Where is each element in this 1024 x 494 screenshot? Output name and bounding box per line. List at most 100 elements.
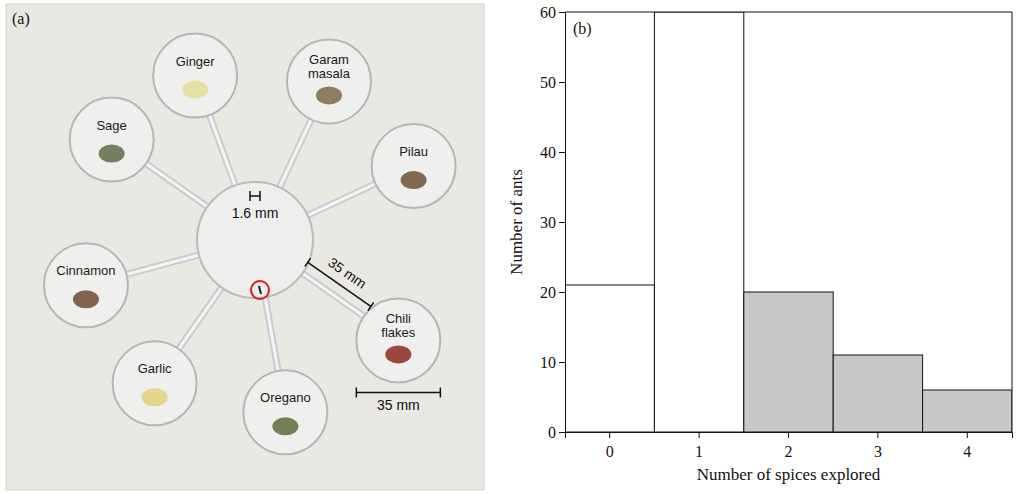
tube-core xyxy=(144,163,209,208)
y-tick-label: 40 xyxy=(540,144,556,161)
y-tick: 60 xyxy=(540,4,565,21)
tube xyxy=(144,163,209,208)
spice xyxy=(182,81,208,99)
bar xyxy=(833,355,922,432)
y-tick-mark xyxy=(559,432,565,433)
spice xyxy=(73,290,99,308)
scale-label: 35 mm xyxy=(377,397,420,413)
tube-core xyxy=(279,118,312,190)
tube xyxy=(306,183,378,216)
spice xyxy=(385,345,411,363)
x-tick: 3 xyxy=(874,432,882,460)
dish xyxy=(44,243,128,327)
y-tick-mark xyxy=(559,362,565,363)
dish-label: Oregano xyxy=(260,390,311,405)
y-axis-title: Number of ants xyxy=(507,169,526,275)
bar xyxy=(744,292,833,432)
x-tick-mark xyxy=(699,432,700,438)
dish xyxy=(287,39,371,123)
scale-bar xyxy=(356,387,440,397)
central-chamber xyxy=(197,182,313,298)
panel-label: (a) xyxy=(12,10,30,28)
frame xyxy=(1012,12,1013,432)
tube xyxy=(209,113,236,187)
tube xyxy=(279,118,312,190)
bar xyxy=(923,390,1012,432)
spice xyxy=(401,171,427,189)
x-tick: 4 xyxy=(963,432,971,460)
y-tick-mark xyxy=(559,152,565,153)
panel-label: (b) xyxy=(573,20,592,38)
y-tick-mark xyxy=(559,82,565,83)
panel-b: 0 10 20 30 40 50 60 0 1 2 3 4 Number of spices explo… xyxy=(507,4,1013,484)
bars xyxy=(565,12,1012,432)
scale-label: 1.6 mm xyxy=(232,205,279,221)
bar xyxy=(565,285,654,432)
tube xyxy=(125,254,201,274)
x-axis-line xyxy=(566,433,1013,439)
x-tick-mark xyxy=(877,432,878,438)
y-tick-label: 30 xyxy=(540,214,556,231)
tube-core xyxy=(265,295,279,373)
tube-core xyxy=(306,183,378,216)
y-tick: 0 xyxy=(548,424,565,441)
tube-core xyxy=(125,254,201,274)
dish xyxy=(372,124,456,208)
dish-label: Ginger xyxy=(176,54,216,69)
x-tick: 0 xyxy=(606,432,614,460)
dish-label: Pilau xyxy=(399,144,428,159)
y-tick-mark xyxy=(559,292,565,293)
y-axis-line xyxy=(559,13,566,433)
x-tick: 2 xyxy=(785,432,793,460)
y-tick-label: 0 xyxy=(548,424,556,441)
spice xyxy=(99,145,125,163)
y-tick: 10 xyxy=(540,354,565,371)
scale-bar xyxy=(250,191,260,201)
spice xyxy=(316,86,342,104)
y-tick-mark xyxy=(559,12,565,13)
spice xyxy=(142,388,168,406)
scale-label: 35 mm xyxy=(325,254,369,292)
dish xyxy=(70,98,154,182)
y-tick: 30 xyxy=(540,214,565,231)
spice xyxy=(272,417,298,435)
dish-label: Cinnamon xyxy=(56,263,115,278)
tube xyxy=(178,286,223,351)
y-tick: 50 xyxy=(540,74,565,91)
dish-label: Garlic xyxy=(138,361,172,376)
y-tick-mark xyxy=(559,222,565,223)
dish xyxy=(243,370,327,454)
y-tick-label: 10 xyxy=(540,354,556,371)
dish-label: Sage xyxy=(96,118,126,133)
y-axis: 0 10 20 30 40 50 60 xyxy=(540,4,566,441)
frame xyxy=(565,12,1012,13)
x-tick-label: 4 xyxy=(963,443,971,460)
dish xyxy=(153,34,237,118)
y-tick: 40 xyxy=(540,144,565,161)
dish xyxy=(113,341,197,425)
tube-core xyxy=(178,286,223,351)
x-axis: 0 1 2 3 4 xyxy=(566,432,1013,460)
x-tick: 1 xyxy=(695,432,703,460)
photo-ground xyxy=(6,4,484,490)
x-tick-mark xyxy=(967,432,968,438)
bar xyxy=(654,12,743,432)
dish-label: Garammasala xyxy=(308,52,351,81)
y-tick-label: 50 xyxy=(540,74,556,91)
x-axis-title: Number of spices explored xyxy=(697,465,881,484)
ant-highlight xyxy=(251,281,269,299)
ant xyxy=(259,286,261,294)
tube xyxy=(265,295,279,373)
x-tick-label: 2 xyxy=(785,443,793,460)
y-tick-label: 60 xyxy=(540,4,556,21)
x-tick-label: 3 xyxy=(874,443,882,460)
x-tick-label: 0 xyxy=(606,443,614,460)
dish-label: Chiliflakes xyxy=(381,311,415,340)
x-tick-mark xyxy=(788,432,789,438)
x-tick-mark xyxy=(609,432,610,438)
y-tick: 20 xyxy=(540,284,565,301)
x-tick-label: 1 xyxy=(695,443,703,460)
panel-a: Ginger Garammasala Pilau Chiliflakes Oregano… xyxy=(6,4,484,490)
dish xyxy=(356,298,440,382)
y-tick-label: 20 xyxy=(540,284,556,301)
